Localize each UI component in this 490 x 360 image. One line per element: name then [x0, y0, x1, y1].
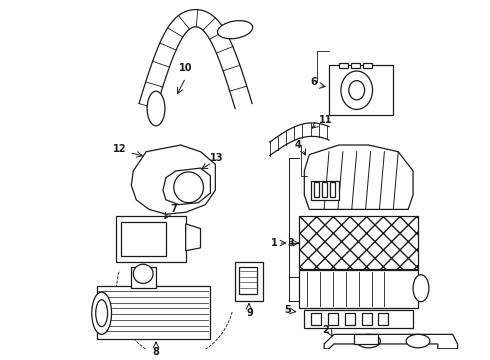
Text: 13: 13	[210, 153, 224, 163]
Bar	[345, 313, 355, 325]
Bar	[351, 63, 360, 68]
Text: 11: 11	[319, 115, 333, 125]
Ellipse shape	[96, 300, 108, 327]
Bar	[117, 216, 186, 262]
Bar	[362, 313, 371, 325]
Text: 6: 6	[311, 77, 317, 87]
Polygon shape	[131, 145, 215, 214]
Ellipse shape	[349, 81, 365, 100]
Bar	[329, 65, 393, 115]
Text: 2: 2	[322, 325, 329, 334]
Bar	[328, 313, 338, 325]
Ellipse shape	[147, 91, 165, 126]
Bar	[311, 313, 321, 325]
Bar	[97, 286, 210, 339]
Text: 4: 4	[294, 140, 301, 150]
Text: 12: 12	[113, 144, 126, 154]
Bar	[339, 63, 348, 68]
Ellipse shape	[413, 275, 429, 302]
Text: 10: 10	[179, 63, 193, 73]
Text: 8: 8	[152, 347, 159, 357]
Bar	[235, 262, 263, 301]
Polygon shape	[304, 145, 413, 210]
Ellipse shape	[341, 71, 372, 109]
Ellipse shape	[133, 264, 153, 283]
Bar	[378, 313, 389, 325]
Ellipse shape	[357, 334, 380, 348]
Text: 1: 1	[271, 238, 278, 248]
Ellipse shape	[218, 21, 253, 39]
Polygon shape	[139, 10, 252, 108]
Bar	[131, 267, 156, 288]
Bar	[363, 63, 371, 68]
Text: 7: 7	[171, 204, 177, 215]
Bar	[314, 183, 319, 197]
Text: 3: 3	[288, 238, 294, 248]
Text: 9: 9	[246, 309, 253, 318]
Polygon shape	[186, 224, 200, 251]
Bar	[322, 183, 327, 197]
Bar	[239, 267, 257, 294]
Bar	[330, 183, 335, 197]
Polygon shape	[324, 334, 458, 349]
Polygon shape	[354, 334, 378, 344]
Bar	[311, 181, 339, 200]
Bar	[122, 222, 166, 256]
Bar	[304, 310, 413, 328]
Polygon shape	[163, 168, 210, 204]
Bar	[299, 270, 418, 309]
Text: 5: 5	[285, 305, 292, 315]
Bar	[299, 216, 418, 269]
Ellipse shape	[174, 172, 203, 203]
Ellipse shape	[92, 292, 112, 334]
Ellipse shape	[406, 334, 430, 348]
